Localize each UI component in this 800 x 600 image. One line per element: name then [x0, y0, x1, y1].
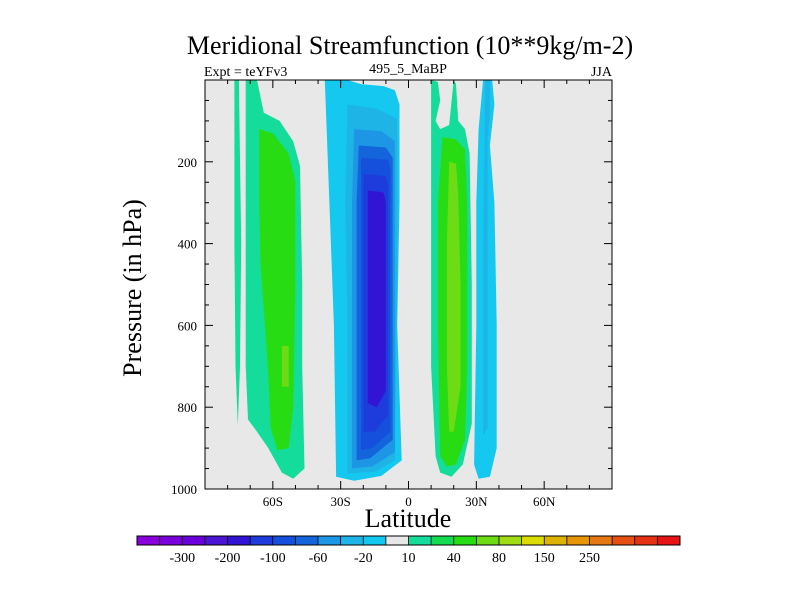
colorbar-swatch	[137, 536, 160, 545]
colorbar-swatch	[566, 536, 590, 545]
y-axis-label: Pressure (in hPa)	[118, 199, 147, 377]
colorbar-swatch	[318, 536, 341, 545]
colorbar-label: -200	[215, 551, 241, 566]
contour-hadley-core	[367, 190, 386, 408]
colorbar-swatch	[363, 536, 387, 545]
x-axis-label: Latitude	[365, 504, 452, 533]
colorbar-swatch	[227, 536, 251, 545]
contour-regions	[234, 80, 497, 481]
colorbar: -300 -200 -100 -60 -20 10 40 80 150 250	[136, 535, 681, 566]
colorbar-label: 10	[402, 551, 416, 566]
colorbar-swatch	[385, 536, 409, 545]
colorbar-swatch	[204, 536, 228, 545]
colorbar-swatch	[182, 536, 206, 545]
colorbar-label: -300	[169, 551, 195, 566]
colorbar-swatch	[453, 536, 477, 545]
contour-sh-polar-cell	[234, 80, 242, 426]
experiment-label: Expt = teYFv3	[204, 65, 287, 80]
colorbar-label: -100	[260, 551, 286, 566]
colorbar-swatch	[431, 536, 455, 545]
colorbar-swatch	[612, 536, 636, 545]
colorbar-swatch	[657, 536, 681, 545]
colorbar-swatch	[408, 536, 432, 545]
colorbar-swatch	[589, 536, 613, 545]
colorbar-swatch	[499, 536, 522, 545]
y-tick-label: 200	[178, 155, 198, 170]
colorbar-swatch	[159, 536, 183, 545]
y-tick-label: 400	[178, 237, 198, 252]
colorbar-label: -60	[309, 551, 328, 566]
y-tick-label: 800	[178, 400, 198, 415]
colorbar-swatch	[634, 536, 658, 545]
colorbar-swatch	[295, 536, 319, 545]
x-tick-label: 30S	[331, 494, 351, 509]
colorbar-label: -20	[354, 551, 373, 566]
chart-title: Meridional Streamfunction (10**9kg/m-2)	[187, 31, 633, 60]
contour-nh-midlat-inner	[483, 80, 490, 436]
y-tick-label: 1000	[171, 482, 197, 497]
x-tick-label: 60S	[263, 494, 283, 509]
colorbar-label: 40	[447, 551, 461, 566]
colorbar-swatch	[250, 536, 274, 545]
y-tick-label: 600	[178, 318, 198, 333]
colorbar-swatch	[521, 536, 545, 545]
contour-nh-cell-core	[446, 161, 461, 432]
colorbar-swatch	[340, 536, 364, 545]
axis-ticks: 60S 30S 0 30N 60N 200 400 600 800 1000	[171, 80, 612, 509]
season-label: JJA	[591, 65, 613, 80]
colorbar-label: 80	[492, 551, 506, 566]
colorbar-swatch	[544, 536, 568, 545]
x-tick-label: 0	[405, 494, 412, 509]
colorbar-swatch	[272, 536, 296, 545]
contour-sh-ferrel-inner	[281, 345, 289, 387]
x-tick-label: 30N	[465, 494, 488, 509]
colorbar-label: 250	[579, 551, 600, 566]
period-label: 495_5_MaBP	[369, 62, 447, 77]
x-tick-label: 60N	[533, 494, 556, 509]
colorbar-swatch	[476, 536, 500, 545]
colorbar-label: 150	[534, 551, 555, 566]
